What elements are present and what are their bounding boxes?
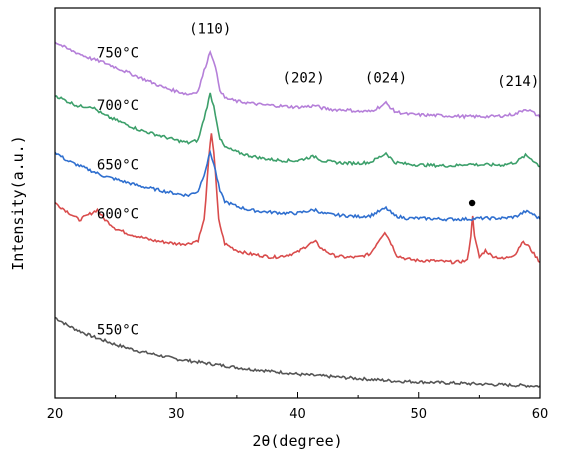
x-tick-label: 20 (47, 407, 64, 422)
x-axis-title: 2θ(degree) (252, 432, 342, 450)
peak-label: (214) (497, 74, 539, 90)
series-line-750 (54, 41, 541, 120)
x-tick-label: 60 (532, 407, 549, 422)
series-line-550 (54, 316, 541, 389)
x-tick-label: 40 (289, 407, 306, 422)
peak-label: (110) (189, 21, 231, 37)
series-layer: 550°C 600°C 650°C 700°C 750°C (54, 41, 541, 389)
series-label: 700°C (97, 98, 139, 114)
tick-layer: 20 30 40 50 60 (47, 392, 549, 422)
x-tick-label: 50 (411, 407, 428, 422)
plot-frame (54, 7, 541, 399)
annotation-layer: (110) (202) (024) (214) (189, 21, 539, 207)
peak-label: (024) (365, 71, 407, 87)
impurity-marker-dot (468, 199, 476, 207)
series-label: 550°C (97, 323, 139, 339)
peak-label: (202) (283, 71, 325, 87)
y-axis-title: Intensity(a.u.) (9, 135, 27, 270)
series-line-650 (54, 149, 541, 222)
series-line-600 (54, 133, 541, 265)
series-label: 600°C (97, 206, 139, 222)
series-line-700 (55, 92, 541, 169)
series-label: 750°C (97, 45, 139, 61)
x-tick-label: 30 (168, 407, 185, 422)
series-label: 650°C (97, 157, 139, 173)
